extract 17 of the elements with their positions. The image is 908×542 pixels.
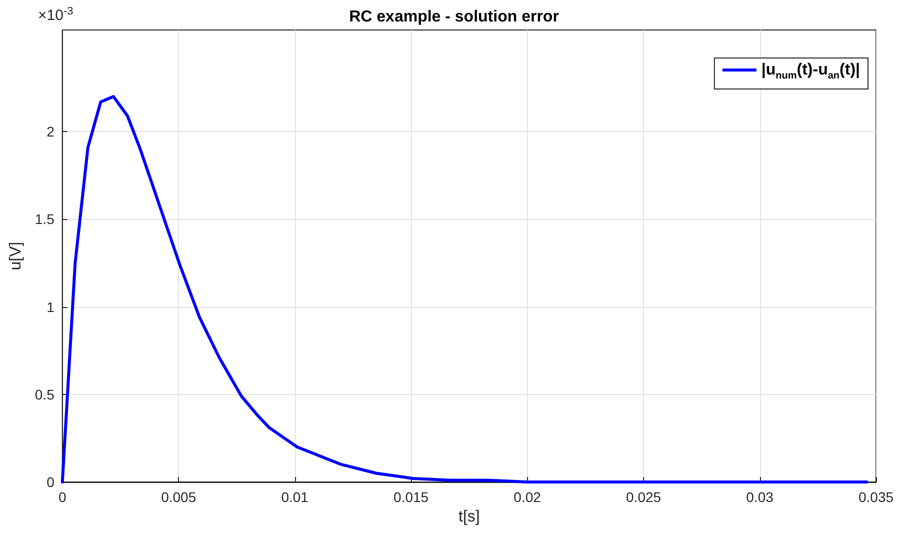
- y-tick-label: 0: [46, 474, 55, 490]
- line-series: [60, 95, 868, 484]
- x-tick-label: 0.02: [514, 489, 542, 505]
- x-tick-label: 0.03: [746, 489, 774, 505]
- x-tick-label: 0.015: [394, 489, 429, 505]
- x-tick-label: 0.025: [626, 489, 662, 505]
- y-axis-title: u[V]: [8, 242, 24, 270]
- y-tick-label: 2: [46, 124, 55, 140]
- chart-title: RC example - solution error: [349, 8, 559, 26]
- y-tick-label: 1: [46, 298, 55, 315]
- x-axis-title: t[s]: [458, 508, 480, 526]
- x-tick-label: 0: [58, 489, 66, 505]
- x-tick-label: 0.035: [858, 489, 894, 505]
- y-tick-label: 1.5: [34, 211, 55, 228]
- y-tick-label: 0.5: [34, 386, 55, 402]
- x-tick-label: 0.01: [281, 489, 309, 505]
- x-tick-label: 0.005: [161, 489, 196, 505]
